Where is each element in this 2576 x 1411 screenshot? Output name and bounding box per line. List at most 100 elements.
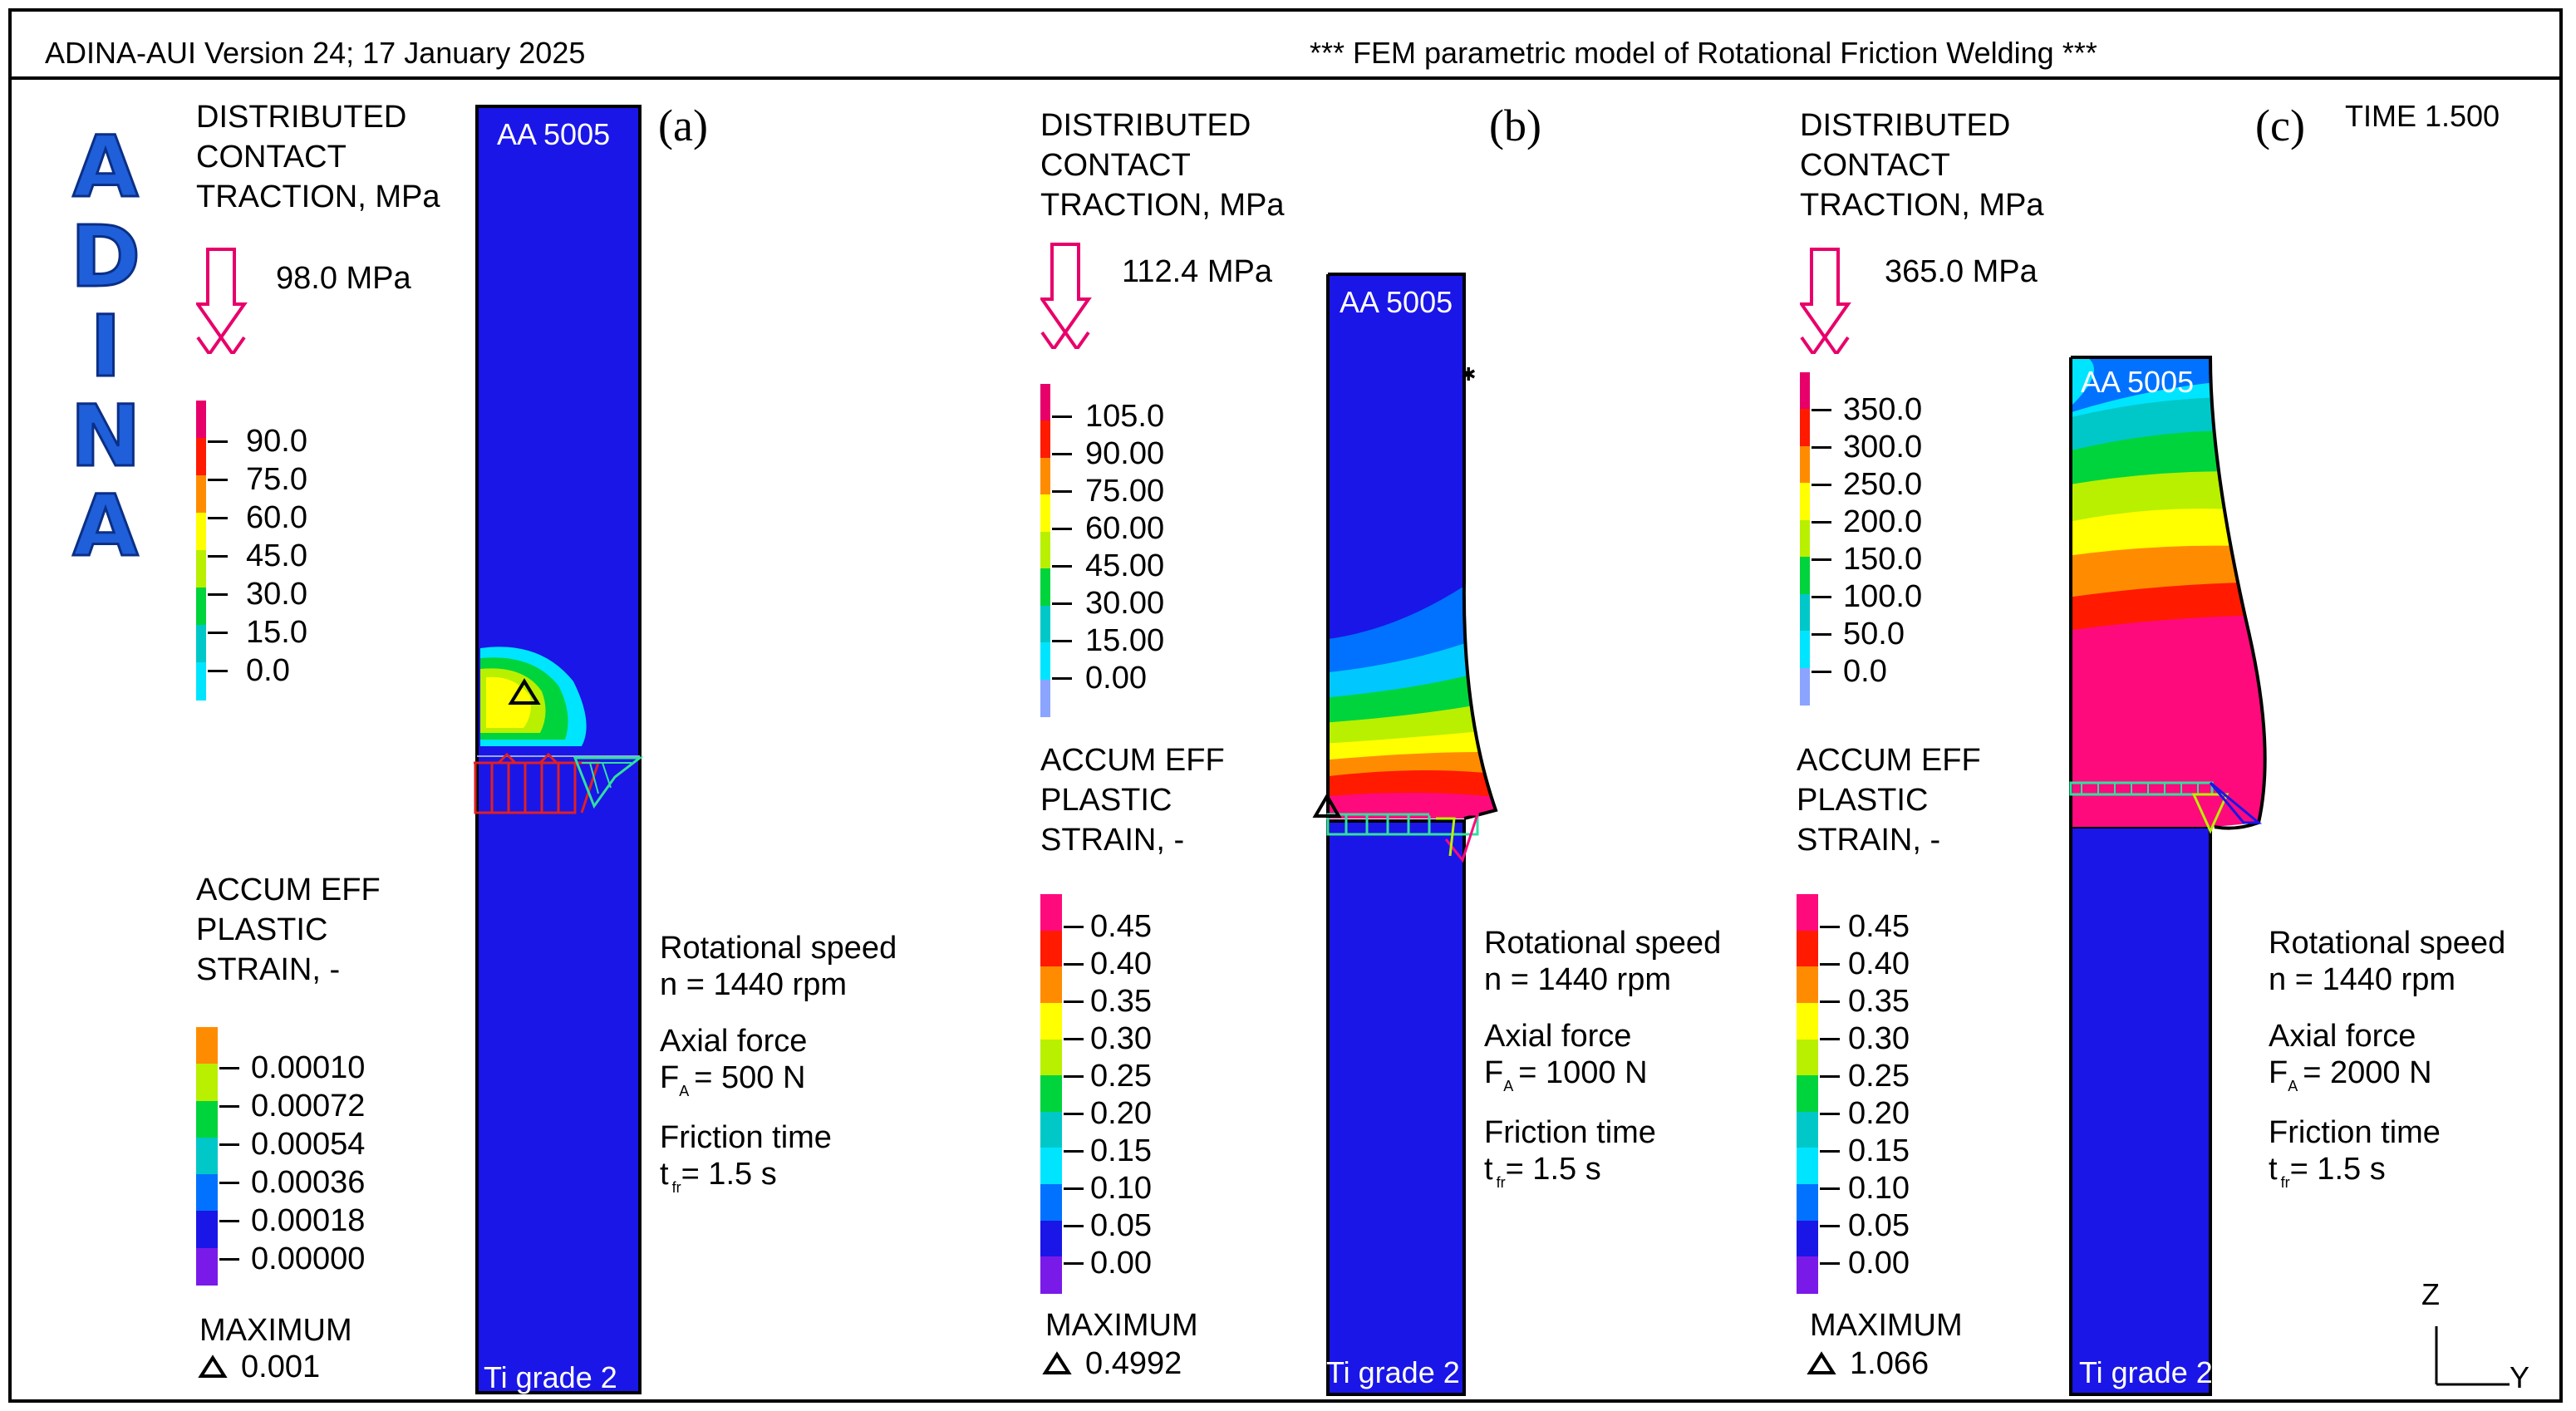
strain-colorbar-segment bbox=[1040, 1256, 1062, 1294]
strain-colorbar-segment bbox=[1040, 1220, 1062, 1258]
strain-colorbar-segment bbox=[1040, 1002, 1062, 1040]
traction-tick bbox=[1052, 677, 1072, 680]
strain-colorbar-segment bbox=[196, 1137, 218, 1176]
strain-tick bbox=[219, 1258, 239, 1261]
strain-tick-label: 0.30 bbox=[1090, 1021, 1152, 1056]
strain-title-line: ACCUM EFF bbox=[196, 873, 381, 907]
traction-tick bbox=[208, 517, 228, 519]
traction-tick-label: 30.0 bbox=[246, 577, 307, 612]
strain-title-line: PLASTIC bbox=[1040, 783, 1172, 818]
traction-tick bbox=[1052, 602, 1072, 605]
traction-tick-label: 90.00 bbox=[1085, 436, 1165, 471]
traction-tick-label: 150.0 bbox=[1843, 542, 1923, 577]
specimen-a bbox=[474, 105, 644, 1394]
strain-tick-label: 0.00018 bbox=[251, 1203, 366, 1238]
traction-colorbar-segment bbox=[1800, 593, 1810, 632]
maximum-marker-a bbox=[508, 678, 541, 705]
traction-tick-label: 60.00 bbox=[1085, 511, 1165, 546]
strain-tick-label: 0.45 bbox=[1090, 909, 1152, 944]
time-subscript: fr bbox=[2280, 1174, 2290, 1191]
traction-tick bbox=[1812, 671, 1831, 673]
traction-colorbar-segment bbox=[1800, 519, 1810, 558]
strain-tick bbox=[1064, 1187, 1084, 1190]
specimen-a-body bbox=[475, 105, 642, 1394]
strain-colorbar-segment bbox=[196, 1064, 218, 1102]
speed-value: n = 1440 rpm bbox=[660, 967, 847, 1002]
traction-tick-label: 105.0 bbox=[1085, 399, 1165, 434]
traction-colorbar-segment bbox=[1800, 631, 1810, 669]
force-symbol: F bbox=[1484, 1055, 1504, 1090]
traction-tick-label: 100.0 bbox=[1843, 579, 1923, 614]
strain-tick bbox=[1820, 1038, 1840, 1040]
strain-title-line: STRAIN, - bbox=[1797, 823, 1941, 858]
traction-tick-label: 300.0 bbox=[1843, 430, 1923, 465]
traction-colorbar-segment bbox=[1040, 420, 1050, 459]
strain-tick-label: 0.10 bbox=[1090, 1171, 1152, 1206]
traction-colorbar-segment bbox=[196, 588, 206, 626]
traction-tick-label: 200.0 bbox=[1843, 504, 1923, 539]
time-symbol: t bbox=[2269, 1152, 2278, 1187]
strain-colorbar-segment bbox=[1040, 1039, 1062, 1077]
maximum-value: 0.001 bbox=[241, 1350, 321, 1384]
traction-tick bbox=[208, 670, 228, 672]
strain-tick-label: 0.25 bbox=[1848, 1059, 1910, 1094]
strain-tick bbox=[1820, 1187, 1840, 1190]
traction-title-line: DISTRIBUTED bbox=[1800, 108, 2011, 143]
header-version: ADINA-AUI Version 24; 17 January 2025 bbox=[45, 36, 586, 70]
traction-colorbar-segment bbox=[1040, 568, 1050, 607]
maximum-value: 1.066 bbox=[1850, 1346, 1930, 1381]
traction-colorbar-segment bbox=[1800, 445, 1810, 484]
traction-title-line: DISTRIBUTED bbox=[1040, 108, 1251, 143]
force-value-row: FA = 2000 N bbox=[2269, 1057, 2432, 1094]
logo-letter: D bbox=[69, 208, 142, 307]
strain-colorbar-segment bbox=[196, 1247, 218, 1286]
traction-arrow-value: 112.4 MPa bbox=[1122, 254, 1272, 289]
contact-strip-b bbox=[1326, 813, 1479, 836]
time-symbol: t bbox=[1484, 1152, 1493, 1187]
strain-tick-label: 0.40 bbox=[1090, 946, 1152, 981]
traction-title-line: CONTACT bbox=[196, 140, 347, 175]
strain-tick bbox=[1820, 1000, 1840, 1003]
strain-tick bbox=[1820, 926, 1840, 928]
strain-tick bbox=[1064, 1262, 1084, 1265]
traction-tick-label: 45.0 bbox=[246, 538, 307, 573]
strain-colorbar-segment bbox=[1797, 1220, 1818, 1258]
specimen-b-top-label: AA 5005 bbox=[1340, 285, 1453, 319]
strain-tick bbox=[219, 1143, 239, 1146]
strain-tick-label: 0.00 bbox=[1090, 1246, 1152, 1281]
traction-colorbar-segment bbox=[1040, 494, 1050, 533]
force-title: Axial force bbox=[2269, 1019, 2416, 1054]
strain-colorbar-segment bbox=[1797, 1002, 1818, 1040]
strain-tick bbox=[219, 1067, 239, 1069]
traction-tick bbox=[1812, 409, 1831, 411]
strain-tick bbox=[1064, 1038, 1084, 1040]
maximum-triangle-icon bbox=[1042, 1351, 1072, 1374]
force-subscript: A bbox=[679, 1083, 690, 1099]
traction-title-line: TRACTION, MPa bbox=[1040, 188, 1285, 223]
strain-colorbar-segment bbox=[196, 1174, 218, 1212]
specimen-c-bottom-label: Ti grade 2 bbox=[2079, 1355, 2213, 1389]
traction-tick-label: 75.00 bbox=[1085, 474, 1165, 509]
strain-tick-label: 0.00036 bbox=[251, 1165, 366, 1200]
strain-colorbar-segment bbox=[1797, 1256, 1818, 1294]
strain-colorbar-segment bbox=[196, 1027, 218, 1065]
time-value: = 1.5 s bbox=[681, 1157, 777, 1192]
strain-tick bbox=[1064, 1000, 1084, 1003]
maximum-triangle-icon bbox=[1807, 1351, 1836, 1374]
maximum-label: MAXIMUM bbox=[1045, 1308, 1198, 1343]
strain-tick bbox=[1820, 1113, 1840, 1115]
traction-scale-arrow-icon bbox=[1800, 248, 1851, 354]
strain-tick-label: 0.00 bbox=[1848, 1246, 1910, 1281]
panel-label: (a) bbox=[658, 101, 708, 150]
friction-time-row: t fr= 1.5 s bbox=[1484, 1152, 1601, 1190]
adina-logo: A D I N A bbox=[68, 121, 143, 573]
traction-title-line: DISTRIBUTED bbox=[196, 100, 407, 135]
traction-scale-arrow-icon bbox=[196, 248, 248, 354]
strain-colorbar-segment bbox=[1040, 1148, 1062, 1186]
force-value-row: FA = 500 N bbox=[660, 1062, 805, 1099]
traction-colorbar-segment bbox=[1040, 605, 1050, 644]
strain-title-line: STRAIN, - bbox=[196, 952, 341, 987]
speed-title: Rotational speed bbox=[1484, 926, 1722, 961]
strain-title-line: ACCUM EFF bbox=[1040, 743, 1225, 778]
speed-value: n = 1440 rpm bbox=[1484, 962, 1671, 997]
